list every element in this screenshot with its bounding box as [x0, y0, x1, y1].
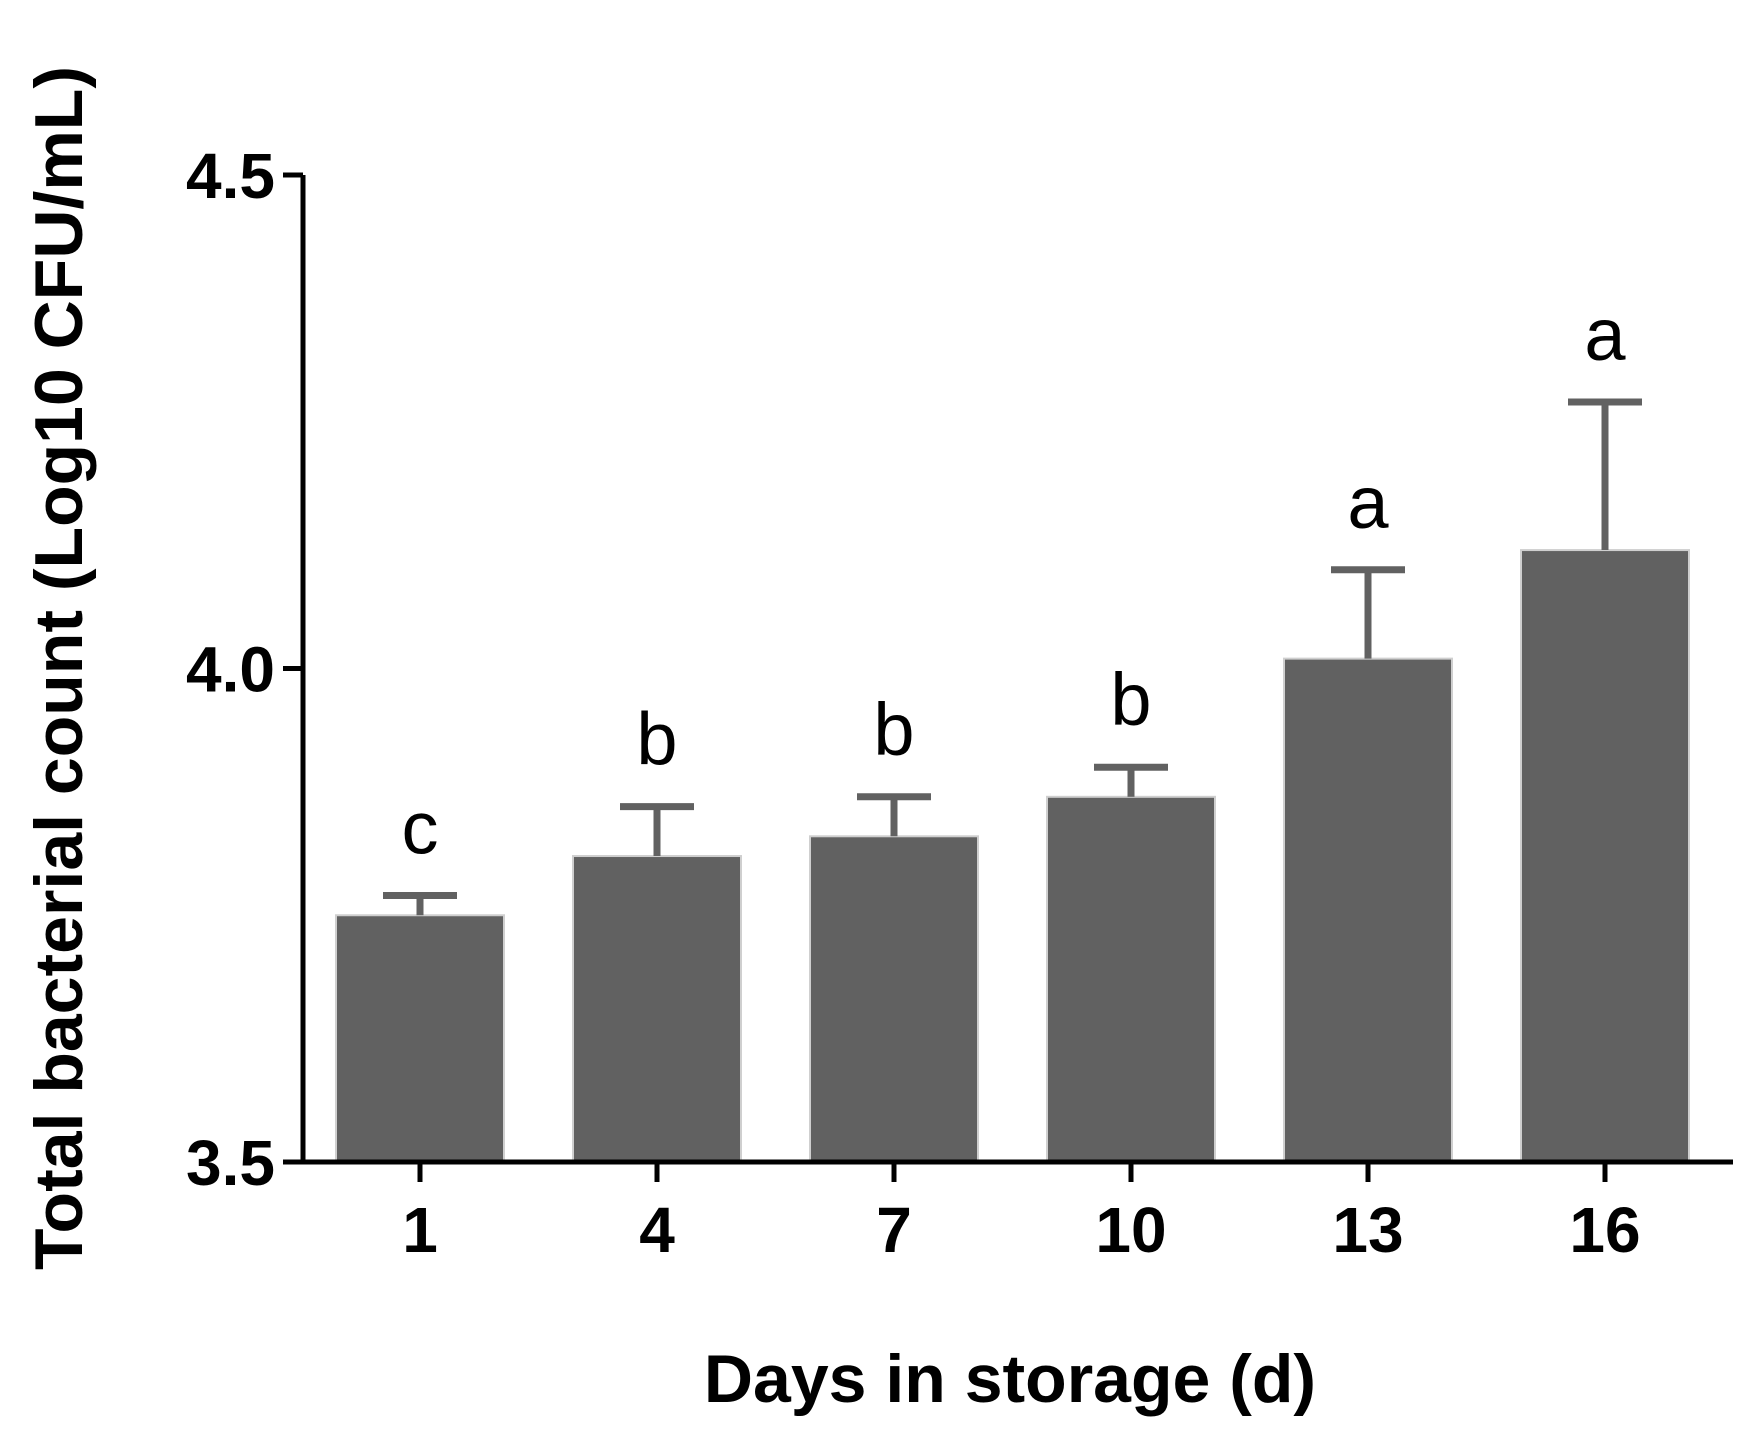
y-axis-title: Total bacterial count (Log10 CFU/mL) — [21, 66, 97, 1270]
bar-7 — [809, 835, 979, 1163]
y-tick-label-4.5: 4.5 — [186, 140, 275, 212]
x-tick-label-4: 4 — [639, 1194, 675, 1266]
bar-4 — [572, 855, 742, 1164]
x-tick-label-16: 16 — [1569, 1194, 1640, 1266]
ticks-layer: 1 4 7 10 13 16 3.5 4.0 4.5 — [186, 140, 1641, 1266]
x-tick-label-1: 1 — [402, 1194, 438, 1266]
y-tick-label-4.0: 4.0 — [186, 634, 275, 706]
x-tick-label-7: 7 — [876, 1194, 912, 1266]
significance-label-13: a — [1347, 461, 1389, 544]
y-tick-label-3.5: 3.5 — [186, 1127, 275, 1199]
bar-16 — [1520, 549, 1690, 1163]
bar-1 — [335, 914, 505, 1163]
bar-13 — [1283, 657, 1453, 1163]
significance-label-10: b — [1110, 658, 1151, 741]
bar-10 — [1046, 795, 1216, 1163]
significance-label-7: b — [873, 688, 914, 771]
significance-label-4: b — [636, 698, 677, 781]
significance-label-16: a — [1584, 293, 1626, 376]
x-tick-label-13: 13 — [1332, 1194, 1403, 1266]
significance-label-1: c — [402, 787, 439, 870]
x-axis-title: Days in storage (d) — [704, 1341, 1316, 1417]
x-tick-label-10: 10 — [1095, 1194, 1166, 1266]
bars-layer: c b b b a a — [335, 293, 1690, 1164]
